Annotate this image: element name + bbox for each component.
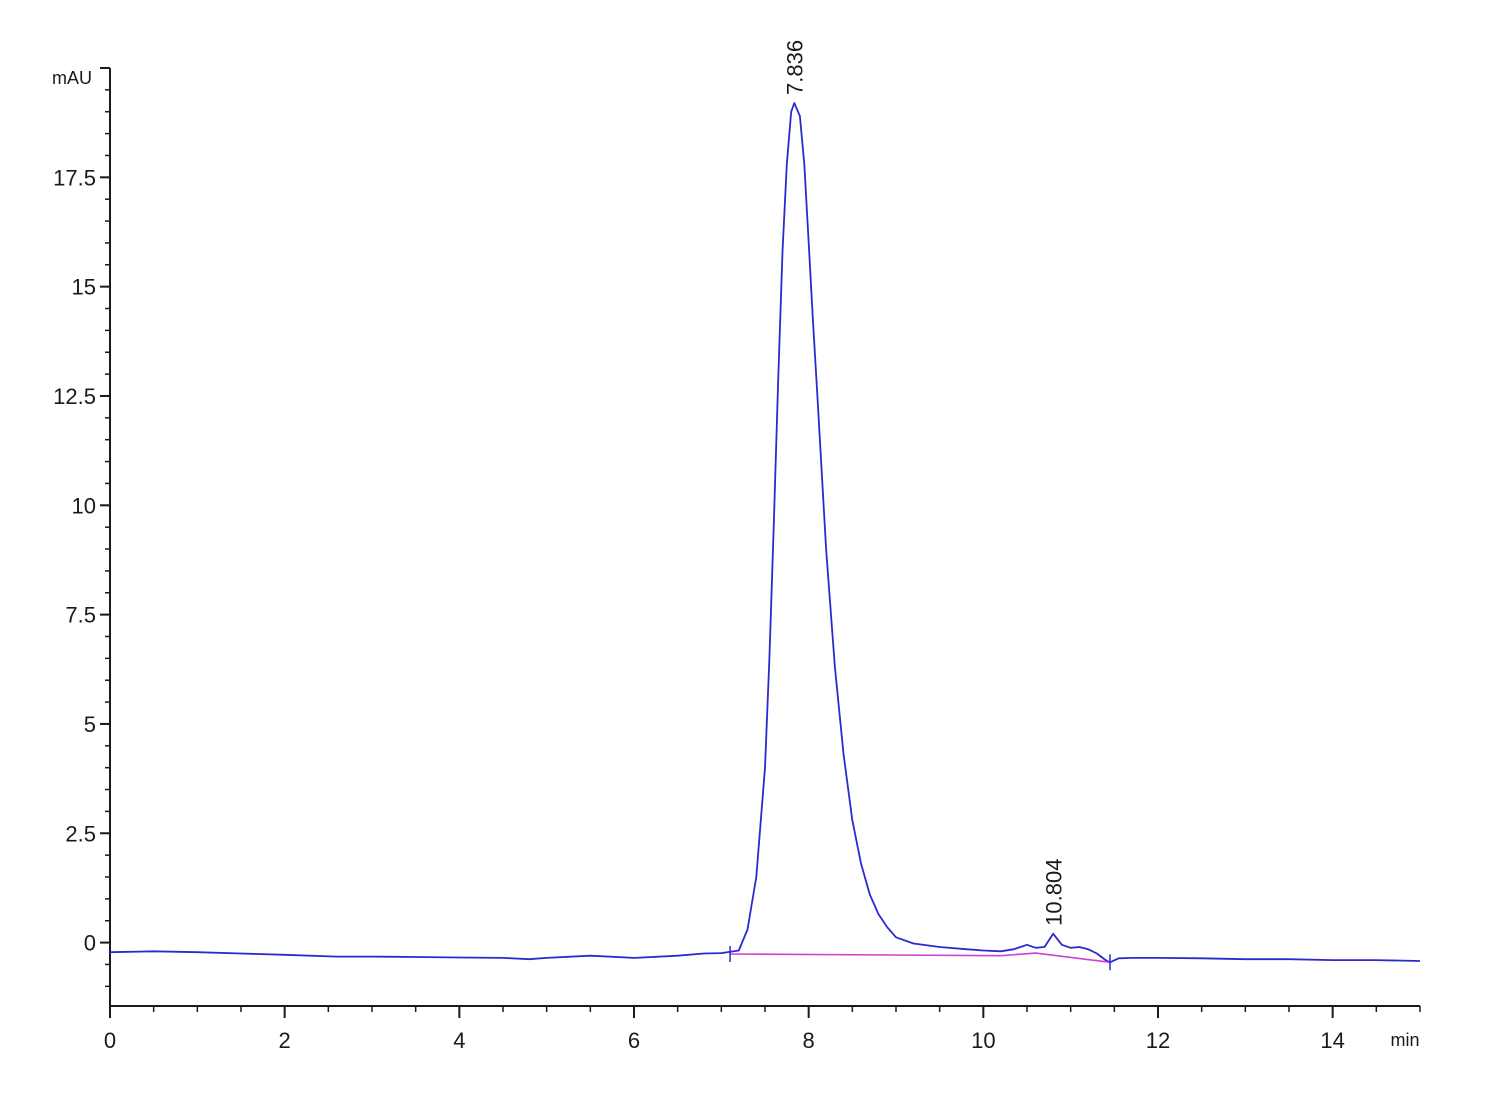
signal-trace <box>109 102 1421 964</box>
x-axis: min 0 2 4 6 8 10 12 14 <box>104 1005 1421 1053</box>
y-tick-label: 17.5 <box>53 165 96 190</box>
x-tick-label: 6 <box>628 1028 640 1053</box>
x-axis-unit-label: min <box>1390 1030 1419 1050</box>
y-tick-label: 5 <box>84 712 96 737</box>
x-tick-label: 8 <box>803 1028 815 1053</box>
x-tick-label: 4 <box>453 1028 465 1053</box>
y-ticks: 0 2.5 5 7.5 10 12.5 15 17.5 <box>53 67 110 988</box>
y-tick-label: 15 <box>72 275 96 300</box>
x-ticks: 0 2 4 6 8 10 12 14 <box>104 1006 1421 1053</box>
y-tick-label: 0 <box>84 931 96 956</box>
peak-labels: 7.836 10.804 <box>782 40 1066 926</box>
peak-label: 10.804 <box>1042 859 1067 926</box>
y-axis: mAU 0 2.5 5 7.5 10 12.5 15 17.5 <box>52 67 111 1006</box>
peak-label: 7.836 <box>782 40 807 95</box>
x-tick-label: 0 <box>104 1028 116 1053</box>
x-tick-label: 2 <box>279 1028 291 1053</box>
series-layer <box>109 102 1421 971</box>
baseline-trace <box>730 952 1111 964</box>
x-tick-label: 12 <box>1146 1028 1170 1053</box>
y-tick-label: 7.5 <box>65 603 96 628</box>
y-tick-label: 10 <box>72 493 96 518</box>
y-axis-unit-label: mAU <box>52 68 92 88</box>
x-tick-label: 14 <box>1320 1028 1344 1053</box>
y-tick-label: 2.5 <box>65 821 96 846</box>
y-tick-label: 12.5 <box>53 384 96 409</box>
x-tick-label: 10 <box>971 1028 995 1053</box>
